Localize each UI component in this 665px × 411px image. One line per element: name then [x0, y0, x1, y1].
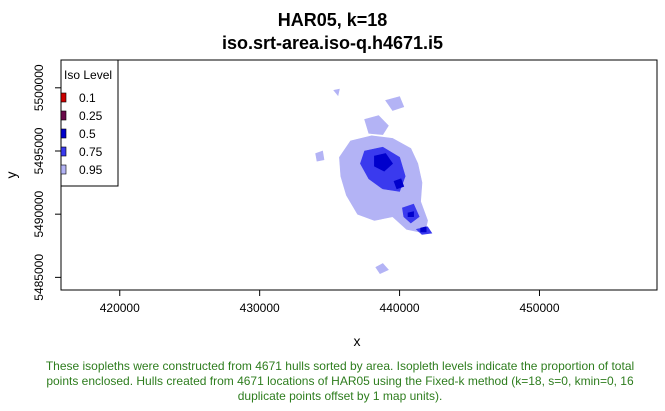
y-axis-label: y	[3, 172, 19, 179]
isopleth-0.95-polygon-3	[315, 150, 325, 162]
isopleth-0.95-polygon-1	[364, 115, 389, 135]
isopleth-0.5-polygon-2	[420, 226, 427, 233]
chart-subtitle: iso.srt-area.iso-q.h4671.i5	[221, 33, 444, 53]
legend: Iso Level 0.1 0.25 0.5 0.75 0.95	[60, 59, 119, 187]
legend-box	[60, 59, 119, 187]
isopleth-0.5-polygon-1	[393, 178, 405, 190]
legend-swatch	[60, 110, 67, 121]
legend-swatch	[60, 164, 67, 175]
y-tick-label: 5495000	[32, 127, 46, 174]
chart-title: HAR05, k=18	[277, 10, 388, 30]
x-tick-label: 430000	[240, 301, 280, 315]
y-tick-label: 5485000	[32, 254, 46, 301]
y-tick-label: 5490000	[32, 190, 46, 237]
legend-entry-label: 0.75	[79, 145, 103, 159]
legend-swatch	[60, 146, 67, 157]
x-tick-label: 420000	[100, 301, 140, 315]
x-tick-label: 450000	[519, 301, 559, 315]
y-tick-label: 5500000	[32, 64, 46, 111]
x-axis: 420000 430000 440000 450000	[100, 290, 560, 315]
legend-entry-label: 0.25	[79, 109, 103, 123]
isopleth-0.95-polygon-2	[385, 96, 405, 111]
legend-swatch	[60, 92, 67, 103]
caption: These isopleths were constructed from 46…	[45, 359, 635, 403]
y-axis: 5485000 5490000 5495000 5500000	[32, 64, 61, 301]
isopleth-polygons	[315, 88, 433, 274]
legend-entry-label: 0.5	[79, 127, 96, 141]
x-axis-label: x	[354, 333, 361, 349]
x-tick-label: 440000	[380, 301, 420, 315]
isopleth-0.5-polygon-0	[374, 153, 393, 172]
legend-entry-label: 0.95	[79, 163, 103, 177]
legend-entry-label: 0.1	[79, 91, 96, 105]
isopleth-0.5-polygon-3	[407, 211, 414, 217]
legend-swatch	[60, 128, 67, 139]
legend-title: Iso Level	[64, 68, 112, 82]
isopleth-0.95-polygon-4	[375, 263, 389, 274]
isopleth-0.95-polygon-5	[333, 88, 340, 97]
